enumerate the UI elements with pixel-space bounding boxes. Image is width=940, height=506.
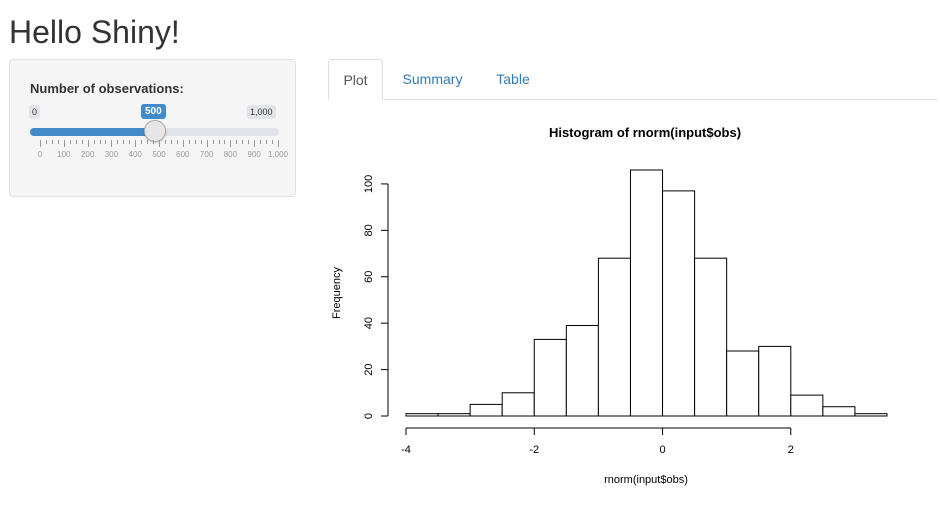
y-tick-label: 60 xyxy=(363,271,375,283)
x-axis-label: rnorm(input$obs) xyxy=(604,474,688,486)
chart-title: Histogram of rnorm(input$obs) xyxy=(549,125,741,140)
slider-tick xyxy=(176,140,178,144)
y-axis-label: Frequency xyxy=(331,267,343,319)
slider-tick xyxy=(99,140,101,144)
slider-tick-label: 700 xyxy=(199,150,214,159)
x-tick-label: 2 xyxy=(788,444,794,456)
y-tick-label: 20 xyxy=(363,363,375,375)
x-tick-label: -2 xyxy=(529,444,539,456)
y-tick-label: 100 xyxy=(363,175,375,193)
slider-tick xyxy=(63,140,65,147)
slider-tick xyxy=(40,140,41,147)
x-tick-label: 0 xyxy=(659,444,665,456)
slider-tick xyxy=(135,140,137,147)
slider-tick xyxy=(153,140,155,144)
slider-tick-label: 200 xyxy=(80,150,95,159)
slider-tick xyxy=(93,140,95,144)
slider-value-label: 500 xyxy=(141,104,166,119)
slider-tick xyxy=(260,140,262,144)
slider-tick xyxy=(266,140,268,144)
slider-grid: 0 100 200 300 400 500 600 700 800 900 1,000 xyxy=(30,140,290,164)
slider-tick xyxy=(147,140,149,144)
slider-tick xyxy=(111,140,113,147)
histogram-bar xyxy=(822,406,856,417)
slider-tick xyxy=(45,140,47,144)
slider-tick xyxy=(218,140,220,144)
histogram-bar xyxy=(662,190,696,417)
slider-tick xyxy=(278,140,279,147)
slider-tick xyxy=(212,140,214,144)
y-tick-label: 0 xyxy=(363,413,375,419)
slider-tick xyxy=(194,140,196,144)
slider-tick-label: 400 xyxy=(128,150,142,159)
histogram-bar xyxy=(790,394,824,417)
tab-bar: Plot Summary Table xyxy=(328,59,937,100)
slider-tick xyxy=(87,140,89,147)
histogram-bar xyxy=(533,338,567,417)
slider-tick xyxy=(105,140,107,144)
slider-tick xyxy=(117,140,119,144)
slider-tick-label: 0 xyxy=(37,150,43,159)
sidebar-panel: Number of observations: 0 1,000 500 0 100… xyxy=(9,59,296,197)
slider-tick xyxy=(164,140,166,144)
histogram-bar xyxy=(629,169,664,417)
x-tick-label: -4 xyxy=(401,444,411,456)
slider-max-label: 1,000 xyxy=(247,105,276,119)
slider-tick-label: 1,000 xyxy=(267,150,289,159)
slider-tick xyxy=(188,140,190,144)
slider-fill xyxy=(30,128,155,136)
slider-tick-label: 800 xyxy=(223,150,238,159)
histogram-bar xyxy=(469,403,503,417)
histogram-bar xyxy=(405,413,439,417)
slider-tick xyxy=(224,140,226,144)
slider-tick xyxy=(182,140,184,147)
slider-tick xyxy=(129,140,131,144)
slider-tick-label: 900 xyxy=(247,150,261,159)
slider-tick xyxy=(81,140,83,144)
y-tick-label: 80 xyxy=(363,224,375,236)
slider-label: Number of observations: xyxy=(30,81,184,96)
app-title: Hello Shiny! xyxy=(9,14,180,50)
slider-tick xyxy=(242,140,244,144)
histogram-bar xyxy=(758,345,792,417)
slider-tick xyxy=(159,140,160,147)
slider-tick xyxy=(57,140,59,144)
slider-tick xyxy=(51,140,53,144)
slider-tick-label: 600 xyxy=(176,150,190,159)
slider-tick xyxy=(123,140,125,144)
slider-tick xyxy=(200,140,202,144)
tab-summary[interactable]: Summary xyxy=(402,71,463,87)
slider-tick xyxy=(248,140,250,144)
slider-handle[interactable] xyxy=(143,120,166,142)
histogram-bar xyxy=(565,324,599,417)
histogram-bar xyxy=(854,413,888,417)
slider-tick xyxy=(230,140,232,147)
slider-tick-label: 500 xyxy=(152,150,166,159)
slider-tick xyxy=(206,140,208,147)
histogram-bar xyxy=(501,392,535,417)
slider-tick xyxy=(254,140,256,147)
slider-tick-label: 300 xyxy=(104,150,119,159)
histogram-bar xyxy=(597,257,631,417)
slider-tick xyxy=(272,140,274,144)
slider-tick xyxy=(75,140,77,144)
tab-plot[interactable]: Plot xyxy=(328,59,383,100)
histogram-plot: Histogram of rnorm(input$obs) -4 -2 0 2 0 20 40… xyxy=(328,110,938,500)
slider-tick xyxy=(236,140,238,144)
histogram-bar xyxy=(694,257,728,417)
slider-tick xyxy=(69,140,71,144)
slider-min-label: 0 xyxy=(29,105,41,119)
histogram-bar xyxy=(437,413,471,417)
slider-tick-label: 100 xyxy=(57,150,71,159)
histogram-svg: Histogram of rnorm(input$obs)-4 -2 0 202040… xyxy=(331,125,888,486)
slider-tick xyxy=(141,140,143,144)
y-tick-label: 40 xyxy=(363,317,375,329)
histogram-bar xyxy=(726,350,760,417)
slider-tick xyxy=(170,140,172,144)
tab-table[interactable]: Table xyxy=(496,71,530,87)
